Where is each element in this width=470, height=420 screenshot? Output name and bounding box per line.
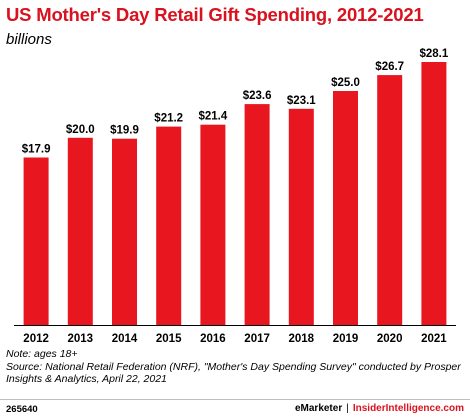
x-tick-label-2020: 2020 bbox=[377, 333, 403, 345]
source-text: Source: National Retail Federation (NRF)… bbox=[6, 360, 461, 386]
x-tick-label-2019: 2019 bbox=[333, 333, 359, 345]
bar-2013 bbox=[67, 137, 93, 325]
x-tick-label-2017: 2017 bbox=[244, 333, 270, 345]
bar-2021 bbox=[421, 62, 447, 325]
bar-2018 bbox=[288, 108, 314, 325]
bar-2017 bbox=[244, 104, 270, 325]
bar-value-label-2020: $26.7 bbox=[375, 61, 404, 73]
bar-2012 bbox=[23, 157, 49, 325]
bar-value-label-2021: $28.1 bbox=[420, 48, 449, 60]
note-text: Note: ages 18+ bbox=[6, 348, 78, 360]
bar-value-label-2019: $25.0 bbox=[331, 77, 360, 89]
x-tick-label-2018: 2018 bbox=[289, 333, 315, 345]
brand-footer: eMarketer | InsiderIntelligence.com bbox=[295, 403, 464, 414]
bar-value-label-2013: $20.0 bbox=[66, 124, 95, 136]
brand-insiderintelligence: InsiderIntelligence.com bbox=[352, 403, 464, 414]
bar-2015 bbox=[156, 126, 182, 325]
bar-2014 bbox=[112, 138, 137, 325]
x-tick-label-2015: 2015 bbox=[156, 333, 182, 345]
chart-notes: Note: ages 18+ Source: National Retail F… bbox=[6, 348, 466, 386]
brand-separator: | bbox=[346, 403, 349, 414]
bar-value-label-2017: $23.6 bbox=[243, 90, 272, 102]
chart-subtitle: billions bbox=[6, 31, 52, 48]
bar-value-label-2016: $21.4 bbox=[199, 111, 228, 123]
bar-value-label-2018: $23.1 bbox=[287, 95, 316, 107]
bar-chart: $17.9 2012 $20.0 2013 $19.9 2014 $21.2 2015 $21.… bbox=[14, 48, 456, 345]
x-tick-label-2021: 2021 bbox=[421, 333, 447, 345]
bar-value-label-2012: $17.9 bbox=[22, 144, 51, 156]
bar-2016 bbox=[200, 124, 226, 325]
bar-value-label-2014: $19.9 bbox=[110, 125, 139, 137]
brand-emarketer: eMarketer bbox=[294, 403, 343, 414]
x-tick-label-2016: 2016 bbox=[200, 333, 226, 345]
bar-2019 bbox=[333, 91, 358, 325]
x-tick-label-2014: 2014 bbox=[112, 333, 138, 345]
bar-2020 bbox=[377, 75, 403, 325]
bar-value-label-2015: $21.2 bbox=[154, 113, 183, 125]
chart-id: 265640 bbox=[6, 404, 38, 415]
footer-divider bbox=[0, 399, 470, 400]
chart-title: US Mother's Day Retail Gift Spending, 20… bbox=[6, 4, 424, 25]
x-tick-label-2012: 2012 bbox=[23, 333, 49, 345]
x-tick-label-2013: 2013 bbox=[68, 333, 94, 345]
